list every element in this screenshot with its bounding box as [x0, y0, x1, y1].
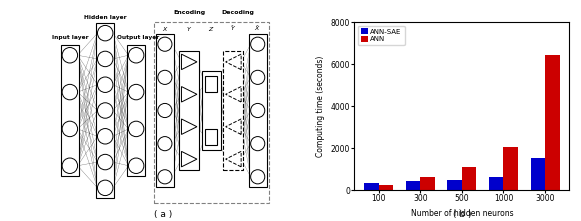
Bar — [156, 34, 174, 187]
Circle shape — [158, 170, 172, 184]
Circle shape — [250, 137, 265, 151]
Circle shape — [128, 121, 144, 137]
Bar — [154, 22, 269, 203]
Bar — [504, 147, 518, 190]
X-axis label: Number of hidden neurons: Number of hidden neurons — [411, 209, 513, 218]
Bar — [364, 183, 379, 190]
Circle shape — [250, 103, 265, 118]
Y-axis label: Computing time (seconds): Computing time (seconds) — [316, 55, 325, 157]
Text: ( b ): ( b ) — [453, 210, 471, 219]
Polygon shape — [225, 54, 241, 70]
Bar — [61, 45, 78, 176]
Circle shape — [98, 129, 113, 144]
Polygon shape — [181, 119, 197, 134]
Bar — [205, 129, 217, 145]
Circle shape — [62, 121, 78, 137]
Circle shape — [98, 25, 113, 41]
Bar — [224, 51, 243, 170]
Circle shape — [250, 170, 265, 184]
Text: $\hat{X}$: $\hat{X}$ — [254, 23, 261, 33]
Bar — [205, 76, 217, 92]
Polygon shape — [181, 151, 197, 167]
Bar — [127, 45, 145, 176]
Bar — [545, 55, 560, 190]
Bar — [96, 23, 114, 198]
Polygon shape — [225, 87, 241, 102]
Circle shape — [98, 77, 113, 92]
Circle shape — [128, 158, 144, 173]
Bar — [447, 180, 462, 190]
Circle shape — [98, 51, 113, 67]
Bar — [489, 177, 504, 190]
Text: Encoding: Encoding — [173, 10, 205, 15]
Polygon shape — [181, 87, 197, 102]
Circle shape — [158, 103, 172, 118]
Bar — [406, 181, 420, 190]
Text: ( a ): ( a ) — [153, 210, 172, 219]
Bar — [202, 71, 221, 150]
Text: $\hat{Y}$: $\hat{Y}$ — [230, 23, 236, 33]
Circle shape — [62, 48, 78, 63]
Text: $Y$: $Y$ — [186, 25, 192, 33]
Polygon shape — [181, 54, 197, 70]
Circle shape — [158, 70, 172, 84]
Circle shape — [158, 137, 172, 151]
Text: $Z$: $Z$ — [208, 25, 214, 33]
Circle shape — [62, 84, 78, 100]
Text: Decoding: Decoding — [221, 10, 254, 15]
Bar — [420, 177, 435, 190]
Text: Input layer: Input layer — [52, 35, 88, 40]
Circle shape — [250, 70, 265, 84]
Bar — [530, 158, 545, 190]
Text: $X$: $X$ — [162, 25, 168, 33]
Circle shape — [158, 37, 172, 51]
Polygon shape — [225, 119, 241, 134]
Text: Output layer: Output layer — [117, 35, 160, 40]
Legend: ANN-SAE, ANN: ANN-SAE, ANN — [358, 26, 404, 45]
Bar — [462, 167, 476, 190]
Polygon shape — [225, 151, 241, 167]
Circle shape — [98, 180, 113, 196]
Circle shape — [128, 48, 144, 63]
Bar — [379, 185, 393, 190]
Bar — [249, 34, 267, 187]
Circle shape — [128, 84, 144, 100]
Circle shape — [250, 37, 265, 51]
Text: Hidden layer: Hidden layer — [84, 15, 127, 20]
Circle shape — [98, 103, 113, 118]
Bar — [180, 51, 199, 170]
Circle shape — [62, 158, 78, 173]
Circle shape — [98, 154, 113, 170]
